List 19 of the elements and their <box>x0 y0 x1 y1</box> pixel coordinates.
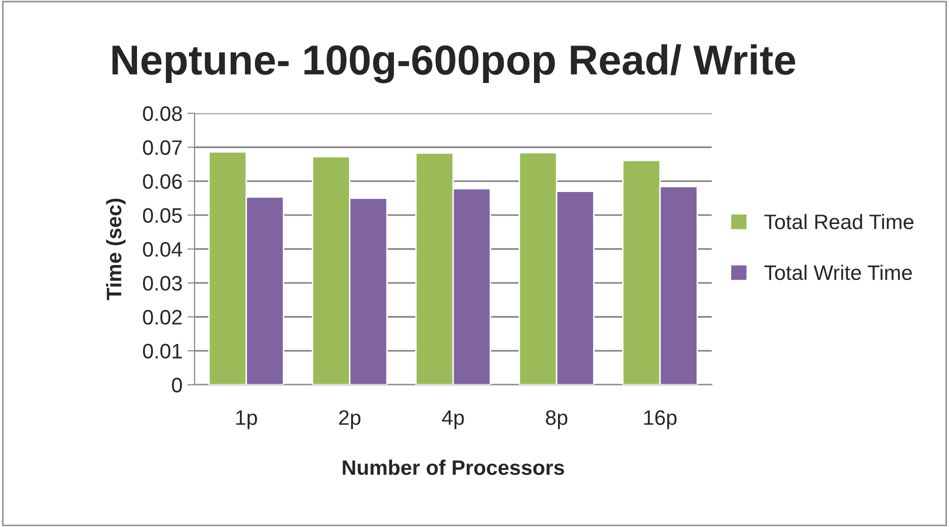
x-tick-label: 4p <box>442 410 464 430</box>
y-tick-label: 0.01 <box>143 344 182 359</box>
legend-label: Total Read Time <box>764 214 914 230</box>
x-tick-label: 2p <box>339 410 360 430</box>
y-tick-label: 0.07 <box>143 140 182 155</box>
chart-title: Neptune- 100g-600pop Read/ Write <box>112 44 796 84</box>
y-tick-label: 0 <box>172 378 182 392</box>
y-tick-label: 0.02 <box>143 310 182 325</box>
x-tick-label: 1p <box>236 410 257 430</box>
legend-label: Total Write Time <box>764 264 912 280</box>
y-tick-label: 0.05 <box>143 208 182 223</box>
y-tick-label: 0.04 <box>143 242 182 257</box>
y-axis-title: Time (sec) <box>106 198 126 300</box>
y-tick-label: 0.06 <box>143 174 182 189</box>
y-tick-label: 0.08 <box>143 106 182 122</box>
x-tick-label: 16p <box>644 410 677 430</box>
x-tick-label: 8p <box>546 410 568 430</box>
y-tick-label: 0.03 <box>143 276 182 291</box>
x-axis-title: Number of Processors <box>342 460 564 475</box>
